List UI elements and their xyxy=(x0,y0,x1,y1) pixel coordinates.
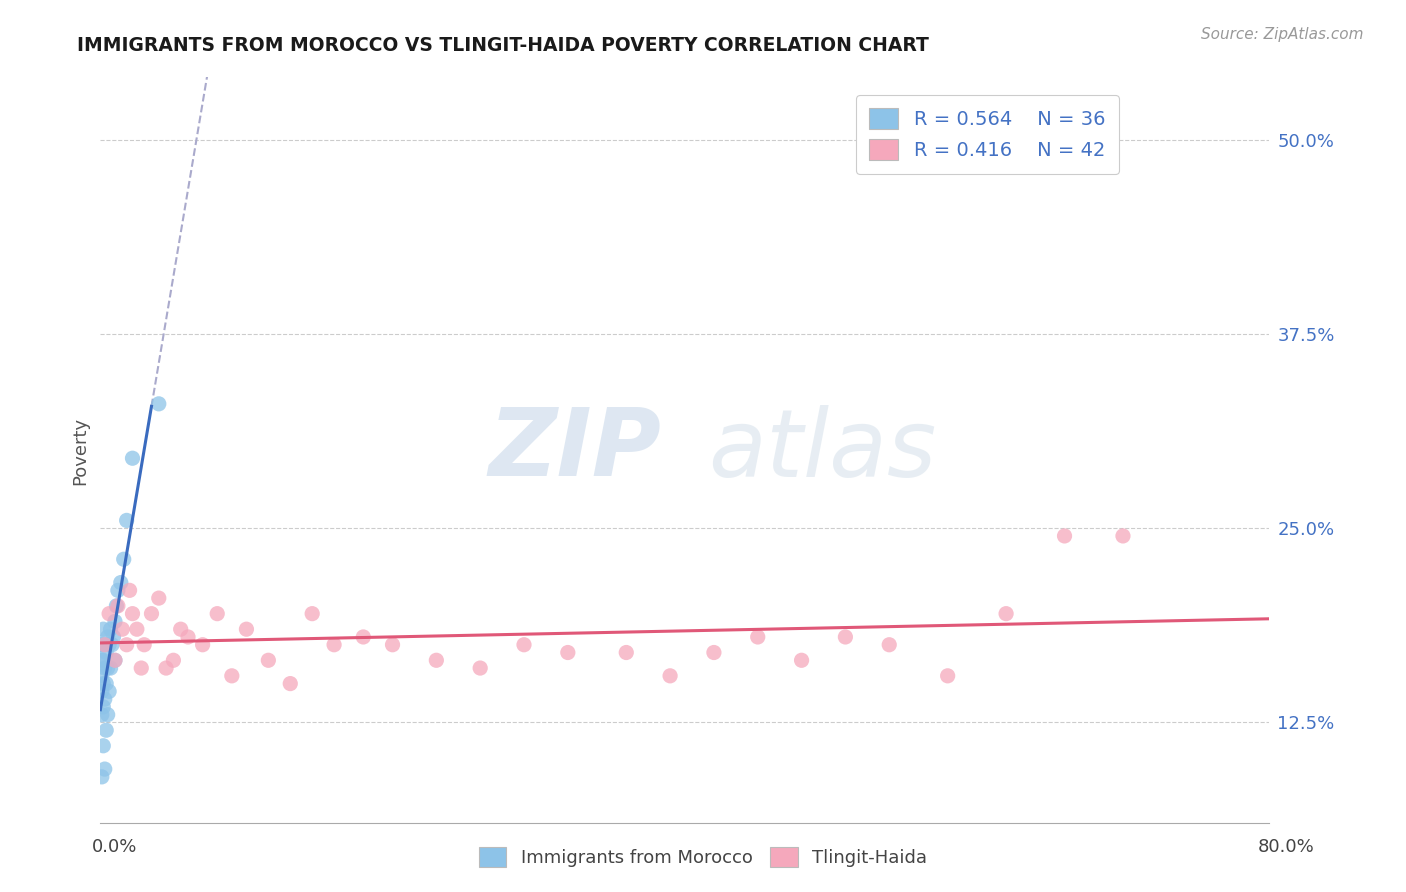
Point xyxy=(352,630,374,644)
Point xyxy=(995,607,1018,621)
Point xyxy=(115,513,138,527)
Point xyxy=(93,638,115,652)
Legend: Immigrants from Morocco, Tlingit-Haida: Immigrants from Morocco, Tlingit-Haida xyxy=(472,839,934,874)
Point xyxy=(1053,529,1076,543)
Point xyxy=(301,607,323,621)
Point xyxy=(100,622,122,636)
Point xyxy=(877,638,900,652)
Point xyxy=(936,669,959,683)
Point xyxy=(96,676,118,690)
Point xyxy=(107,599,129,613)
Point xyxy=(470,661,492,675)
Text: atlas: atlas xyxy=(709,405,936,496)
Point xyxy=(747,630,769,644)
Point xyxy=(170,622,193,636)
Point xyxy=(659,669,682,683)
Point xyxy=(90,707,112,722)
Point xyxy=(93,692,115,706)
Point xyxy=(104,653,127,667)
Point xyxy=(134,638,156,652)
Point xyxy=(205,607,228,621)
Point xyxy=(103,630,125,644)
Point xyxy=(98,607,121,621)
Point xyxy=(98,638,121,652)
Point xyxy=(91,676,114,690)
Point xyxy=(118,583,141,598)
Point xyxy=(278,676,301,690)
Point xyxy=(104,653,127,667)
Point xyxy=(91,739,114,753)
Point xyxy=(148,397,170,411)
Text: IMMIGRANTS FROM MOROCCO VS TLINGIT-HAIDA POVERTY CORRELATION CHART: IMMIGRANTS FROM MOROCCO VS TLINGIT-HAIDA… xyxy=(77,36,929,54)
Point xyxy=(96,723,118,738)
Point xyxy=(557,646,579,660)
Point xyxy=(115,638,138,652)
Point xyxy=(93,762,115,776)
Point xyxy=(614,646,637,660)
Legend: R = 0.564    N = 36, R = 0.416    N = 42: R = 0.564 N = 36, R = 0.416 N = 42 xyxy=(856,95,1119,174)
Y-axis label: Poverty: Poverty xyxy=(72,417,89,484)
Point xyxy=(381,638,404,652)
Point xyxy=(155,661,177,675)
Text: 80.0%: 80.0% xyxy=(1258,838,1315,855)
Point xyxy=(107,583,129,598)
Point xyxy=(93,638,115,652)
Point xyxy=(257,653,280,667)
Point xyxy=(148,591,170,606)
Point xyxy=(96,646,118,660)
Point xyxy=(101,638,124,652)
Point xyxy=(98,684,121,698)
Point xyxy=(111,622,134,636)
Point xyxy=(323,638,346,652)
Point xyxy=(93,661,115,675)
Point xyxy=(129,661,152,675)
Point xyxy=(90,638,112,652)
Point xyxy=(91,622,114,636)
Point xyxy=(1112,529,1135,543)
Point xyxy=(105,599,128,613)
Point xyxy=(703,646,725,660)
Text: ZIP: ZIP xyxy=(488,404,661,497)
Point xyxy=(91,700,114,714)
Point xyxy=(513,638,536,652)
Point xyxy=(141,607,163,621)
Point xyxy=(425,653,447,667)
Point xyxy=(91,653,114,667)
Point xyxy=(110,575,132,590)
Point xyxy=(121,451,143,466)
Point xyxy=(90,770,112,784)
Point xyxy=(90,684,112,698)
Point xyxy=(104,615,127,629)
Point xyxy=(90,669,112,683)
Point xyxy=(90,653,112,667)
Point xyxy=(834,630,856,644)
Point xyxy=(235,622,257,636)
Point xyxy=(97,661,120,675)
Point xyxy=(221,669,243,683)
Point xyxy=(97,630,120,644)
Text: 0.0%: 0.0% xyxy=(91,838,136,855)
Text: Source: ZipAtlas.com: Source: ZipAtlas.com xyxy=(1201,27,1364,42)
Point xyxy=(191,638,214,652)
Point xyxy=(177,630,200,644)
Point xyxy=(790,653,813,667)
Point xyxy=(100,661,122,675)
Point xyxy=(112,552,135,566)
Point xyxy=(97,707,120,722)
Point xyxy=(121,607,143,621)
Point xyxy=(162,653,184,667)
Point xyxy=(125,622,148,636)
